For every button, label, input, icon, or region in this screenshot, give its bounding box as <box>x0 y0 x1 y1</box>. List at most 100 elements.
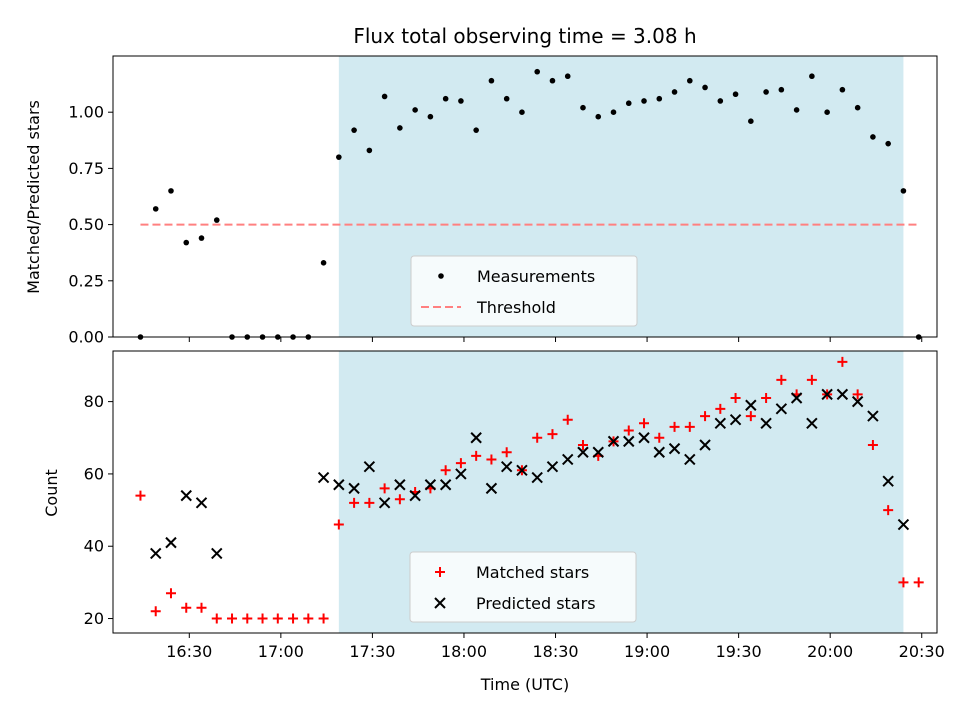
predicted-stars-point <box>378 497 391 509</box>
matched-stars-point <box>349 497 360 508</box>
measurements-point <box>458 98 464 104</box>
predicted-stars-point <box>363 460 376 473</box>
x-tick-label: 16:30 <box>166 642 212 661</box>
predicted-stars-point <box>836 388 849 401</box>
matched-stars-point <box>501 447 512 458</box>
matched-stars-point <box>761 393 772 403</box>
measurements-point <box>320 260 327 266</box>
measurements-point <box>152 206 159 212</box>
matched-stars-point <box>486 454 497 465</box>
predicted-stars-point <box>882 475 894 487</box>
measurements-point <box>656 95 663 102</box>
matched-stars-point <box>669 421 680 432</box>
matched-stars-point <box>288 613 299 624</box>
measurements-point <box>381 93 388 100</box>
matched-stars-point <box>898 577 909 588</box>
matched-stars-point <box>852 389 863 400</box>
measurements-point <box>702 84 708 91</box>
matched-stars-point <box>379 483 390 494</box>
predicted-stars-point <box>150 547 162 560</box>
measurements-point <box>687 77 693 84</box>
predicted-stars-point <box>607 435 620 448</box>
x-tick-label: 20:30 <box>899 642 945 661</box>
matched-stars-point <box>623 425 634 436</box>
measurements-point <box>809 73 815 80</box>
predicted-stars-point <box>897 518 910 531</box>
predicted-stars-point <box>577 446 589 458</box>
measurements-point <box>900 188 907 194</box>
matched-stars-point <box>165 588 176 599</box>
measurements-point <box>885 140 891 147</box>
bottom-axes-frame <box>112 350 938 634</box>
matched-stars-point <box>883 505 894 516</box>
measurements-point <box>793 107 800 113</box>
top-y-tick-label: 1.00 <box>68 103 104 122</box>
measurements-panel: 0.00 0.25 0.50 0.75 1.00 Measurements Threshol… <box>68 55 938 347</box>
predicted-stars-point <box>211 547 223 560</box>
measurements-point <box>412 107 418 113</box>
matched-stars-point <box>196 602 207 613</box>
predicted-stars-point <box>821 388 833 401</box>
x-tick-label: 17:30 <box>349 642 395 661</box>
measurements-point <box>580 104 586 111</box>
predicted-stars-point <box>623 435 635 448</box>
predicted-stars-point <box>409 489 421 502</box>
x-tick-label: 19:00 <box>624 642 670 661</box>
predicted-stars-point <box>180 489 192 502</box>
measurements-point <box>625 100 632 107</box>
predicted-stars-point <box>790 392 803 404</box>
matched-stars-point <box>150 606 161 617</box>
chart-title: Flux total observing time = 3.08 h <box>353 24 696 48</box>
measurements-point <box>839 86 846 93</box>
predicted-stars-point <box>851 395 864 408</box>
counts-panel: 20 40 60 80 16:30 17:00 17:30 18:00 18:30 19:00 19… <box>84 350 945 661</box>
bottom-y-tick-label: 60 <box>84 464 104 483</box>
predicted-stars-point <box>562 453 574 466</box>
measurements-point <box>641 98 647 104</box>
predicted-stars-point <box>516 464 528 477</box>
predicted-stars-point <box>195 497 208 509</box>
matched-stars-point <box>257 613 268 624</box>
measurements-point <box>183 239 190 246</box>
bottom-legend-label: Matched stars <box>476 563 589 582</box>
matched-stars-point <box>135 490 146 501</box>
matched-stars-point <box>181 602 192 613</box>
predicted-stars-point <box>714 417 727 430</box>
matched-stars-point <box>745 411 756 422</box>
matched-stars-point <box>577 440 588 450</box>
matched-stars-point <box>242 613 253 624</box>
measurements-point <box>442 95 449 102</box>
predicted-stars-point <box>470 432 482 444</box>
measurements-point <box>610 109 617 115</box>
measurements-point <box>168 188 174 194</box>
top-legend-swatch <box>438 273 444 279</box>
predicted-stars-point <box>424 479 437 491</box>
matched-stars-point <box>211 613 222 624</box>
matched-stars-point <box>730 393 741 403</box>
predicted-stars-point <box>500 460 513 473</box>
predicted-stars-point <box>546 460 559 473</box>
matched-stars-point <box>776 374 787 385</box>
matched-stars-point <box>562 414 573 425</box>
matched-stars-point <box>440 465 451 476</box>
matched-stars-point <box>639 418 650 429</box>
measurements-point <box>213 217 220 223</box>
measurements-point <box>351 127 357 133</box>
measurements-point <box>671 89 678 95</box>
bottom-legend-swatch <box>434 597 446 609</box>
measurements-point <box>473 127 479 133</box>
measurements-point <box>198 235 205 241</box>
measurements-point <box>397 125 403 131</box>
top-legend-box <box>410 255 638 327</box>
measurements-point <box>488 77 495 84</box>
matched-stars-point <box>318 613 329 624</box>
matched-stars-point <box>364 497 375 508</box>
predicted-stars-point <box>165 536 177 549</box>
top-y-tick-label: 0.75 <box>68 159 104 178</box>
matched-stars-point <box>333 519 344 530</box>
top-axes-frame <box>112 55 938 338</box>
predicted-stars-point <box>333 479 345 491</box>
matched-stars-point <box>227 613 238 624</box>
predicted-stars-point <box>592 446 604 458</box>
